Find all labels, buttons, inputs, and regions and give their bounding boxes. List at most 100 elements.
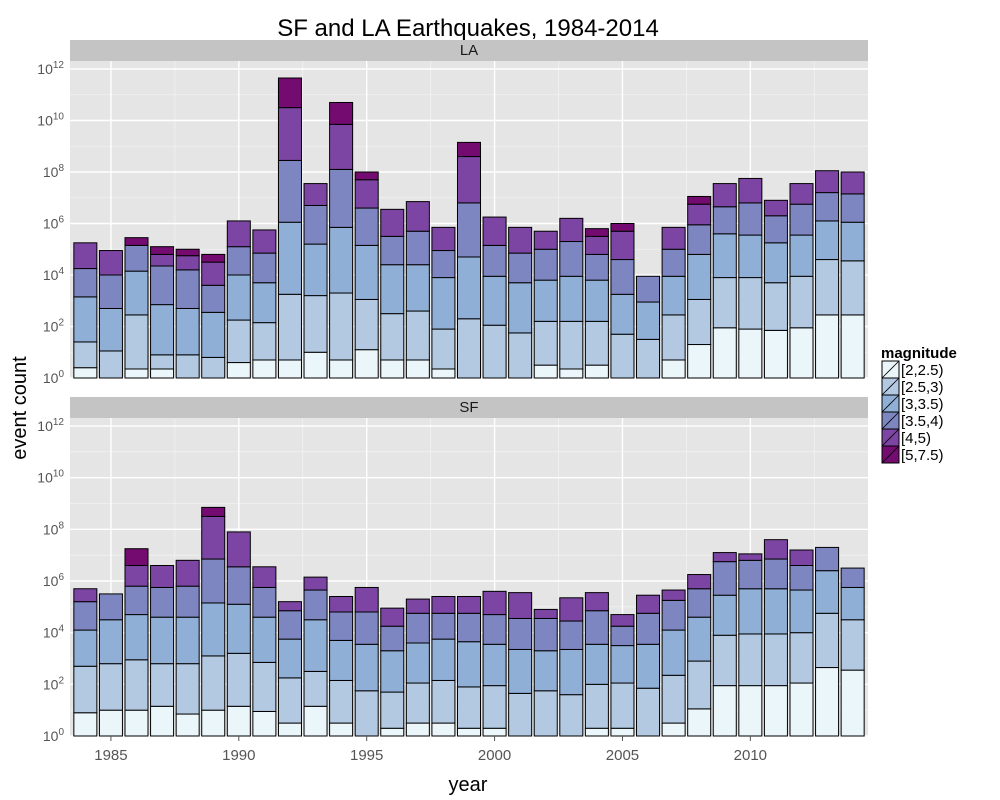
- bar-segment: [277, 77, 302, 109]
- y-tick-label: 104: [43, 266, 65, 283]
- bar-segment: [73, 367, 98, 379]
- bar-segment: [252, 566, 277, 588]
- bar-segment: [712, 634, 737, 687]
- bar-segment: [405, 682, 430, 724]
- bar-segment: [329, 359, 354, 379]
- bar-segment: [73, 712, 98, 737]
- bar-segment: [226, 705, 251, 737]
- bar-segment: [252, 322, 277, 361]
- bar-segment: [431, 612, 456, 640]
- bar-segment: [610, 614, 635, 627]
- legend-label: [2,2.5): [901, 362, 944, 379]
- bar-segment: [687, 195, 712, 205]
- chart-title: SF and LA Earthquakes, 1984-2014: [277, 15, 659, 42]
- bar-segment: [175, 559, 200, 587]
- bar-segment: [815, 546, 840, 572]
- y-tick-label: 1010: [37, 112, 64, 129]
- bar-segment: [661, 359, 686, 379]
- legend-items: [2,2.5)[2.5,3)[3,3.5)[3.5,4)[4,5)[5,7.5): [881, 360, 944, 464]
- bar-segment: [329, 639, 354, 681]
- bar-segment: [456, 202, 482, 258]
- bar-segment: [431, 250, 456, 279]
- bar-segment: [226, 246, 251, 276]
- y-tick-label: 102: [43, 675, 65, 692]
- bar-segment: [610, 223, 635, 232]
- bar-segment: [636, 301, 661, 340]
- bar-segment: [277, 359, 302, 379]
- bar-segment: [303, 589, 328, 621]
- bar-segment: [815, 192, 840, 222]
- bar-segment: [150, 663, 175, 707]
- bar-segment: [610, 293, 635, 335]
- bar-segment: [687, 203, 712, 226]
- bar-segment: [610, 645, 635, 684]
- legend-label: [2.5,3): [901, 379, 944, 396]
- bar-segment: [354, 179, 379, 209]
- bar-segment: [636, 275, 661, 303]
- bar-segment: [610, 259, 635, 295]
- bar-segment: [303, 670, 328, 707]
- bar-segment: [252, 229, 277, 254]
- bar-segment: [380, 208, 405, 237]
- bar-segment: [277, 107, 302, 161]
- bar-segment: [712, 233, 737, 279]
- bar-segment: [431, 368, 456, 379]
- y-tick-label: 100: [43, 727, 65, 744]
- bar-segment: [763, 588, 788, 635]
- bar-segment: [303, 204, 328, 245]
- bar-segment: [150, 246, 175, 255]
- bar-segment: [661, 589, 686, 601]
- bar-segment: [559, 275, 584, 322]
- bar-segment: [354, 690, 379, 737]
- bar-segment: [277, 610, 302, 640]
- bar-segment: [610, 682, 635, 729]
- bar-segment: [840, 193, 865, 223]
- bar-segment: [687, 224, 712, 255]
- bar-segment: [124, 368, 149, 379]
- bar-segment: [405, 359, 430, 379]
- bar-segment: [712, 561, 737, 596]
- bar-segment: [329, 226, 354, 294]
- bar-segment: [508, 692, 533, 737]
- bar-segment: [380, 607, 405, 627]
- bar-segment: [73, 629, 98, 667]
- bar-segment: [201, 284, 226, 313]
- bar-segment: [584, 279, 609, 322]
- bar-segment: [840, 314, 865, 379]
- bar-segment: [661, 248, 686, 277]
- legend-label: [5,7.5): [901, 447, 944, 464]
- bar-segment: [431, 596, 456, 614]
- bar-segment: [789, 632, 814, 684]
- y-tick-label: 1012: [37, 417, 64, 434]
- bar-segment: [533, 320, 558, 366]
- y-tick-label: 108: [43, 163, 65, 180]
- bar-segment: [661, 226, 686, 250]
- bar-segment: [380, 313, 405, 361]
- bar-segment: [252, 586, 277, 618]
- bar-segment: [636, 643, 661, 689]
- bar-segment: [354, 298, 379, 351]
- bar-segment: [431, 722, 456, 737]
- bar-segment: [124, 548, 149, 566]
- bar-segment: [840, 221, 865, 262]
- bar-segment: [687, 660, 712, 710]
- bar-segment: [840, 669, 865, 737]
- bar-segment: [405, 264, 430, 312]
- bar-segment: [380, 625, 405, 652]
- bar-segment: [456, 641, 482, 688]
- legend-swatch-slash: [881, 445, 900, 464]
- bar-segment: [482, 275, 507, 326]
- bar-segment: [226, 220, 251, 248]
- bar-segment: [405, 612, 430, 644]
- bar-segment: [815, 612, 840, 669]
- bar-segment: [431, 277, 456, 330]
- bar-segment: [329, 292, 354, 361]
- y-tick-label: 104: [43, 624, 65, 641]
- bar-segment: [815, 667, 840, 737]
- legend-label: [4,5): [901, 430, 931, 447]
- bar-segment: [380, 235, 405, 266]
- bar-segment: [201, 709, 226, 737]
- bar-segment: [201, 506, 226, 517]
- bar-segment: [354, 349, 379, 379]
- bar-segment: [456, 686, 482, 729]
